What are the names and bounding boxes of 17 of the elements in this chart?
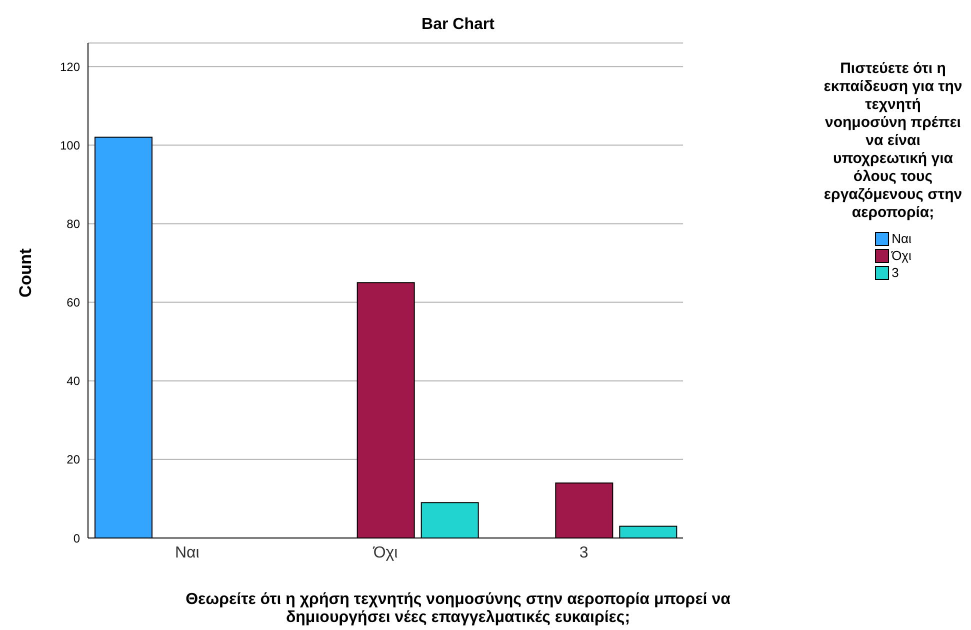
text: Πιστεύετε ότι η εκπαίδευση για την τεχνητή νοημοσύνη πρέπει να είναι υποχρεωτική για όλους τους εργαζόμενους στην αεροπορία; bbox=[824, 60, 962, 221]
y-tick-label: 100 bbox=[60, 138, 80, 152]
x-tick-label: Όχι bbox=[372, 544, 398, 562]
legend-label: Ναι bbox=[892, 231, 912, 246]
x-tick-label: 3 bbox=[579, 544, 588, 562]
y-tick-label: 40 bbox=[66, 374, 80, 388]
chart-title: Bar Chart bbox=[420, 16, 496, 34]
y-tick-label: 0 bbox=[73, 531, 80, 546]
x-tick-label: Ναι bbox=[174, 544, 200, 562]
y-axis-title: Count bbox=[16, 247, 36, 300]
y-tick-label: 80 bbox=[66, 216, 80, 231]
legend-label: 3 bbox=[892, 265, 899, 280]
y-tick-label: 60 bbox=[66, 296, 80, 310]
x-axis-title: Θεωρείτε ότι η χρήση τεχνητής νοημοσύνης στην αεροπορία μπορεί να δημιουργήσει νέες επαγγελματικές ευκαιρίες; bbox=[184, 591, 732, 627]
legend-label: Όχι bbox=[892, 248, 912, 263]
y-tick-label: 20 bbox=[66, 452, 80, 467]
y-tick-label: 120 bbox=[60, 60, 80, 74]
